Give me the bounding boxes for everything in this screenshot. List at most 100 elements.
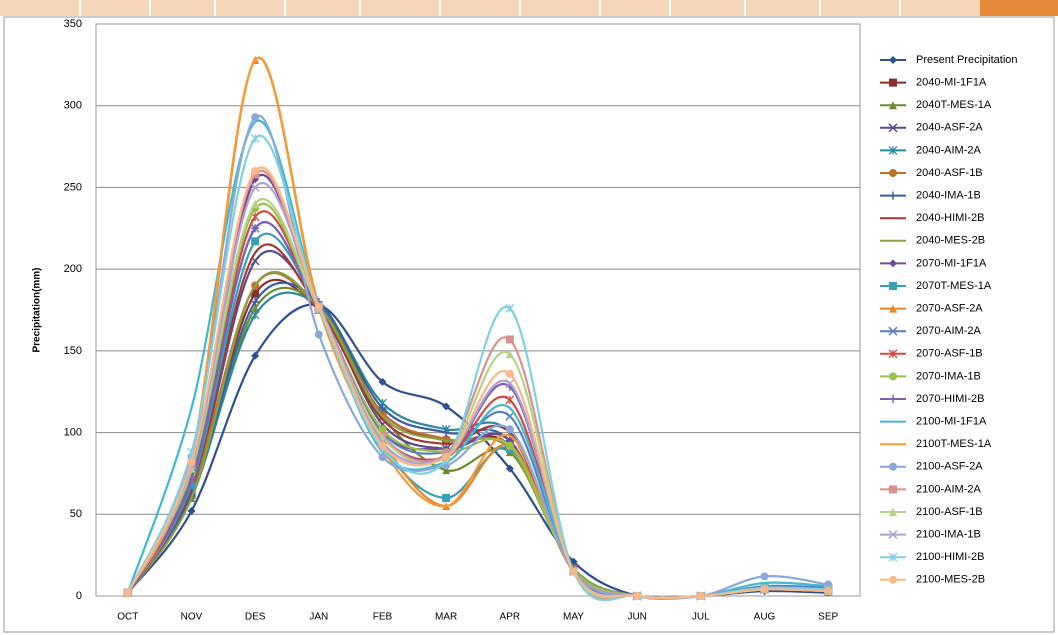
marker bbox=[888, 123, 898, 133]
marker bbox=[378, 441, 387, 450]
marker bbox=[505, 464, 514, 473]
marker bbox=[505, 303, 515, 313]
series bbox=[123, 301, 833, 600]
marker bbox=[505, 379, 515, 389]
marker bbox=[314, 330, 323, 339]
series-line bbox=[126, 169, 829, 600]
marker bbox=[889, 78, 897, 87]
x-tick-label: JUL bbox=[692, 612, 710, 623]
legend-label: 2070-MI-1F1A bbox=[916, 257, 987, 269]
legend-item: 2040-HIMI-2B bbox=[880, 212, 984, 224]
legend-item: 2070T-MES-1A bbox=[880, 280, 992, 292]
legend-label: Present Precipitation bbox=[916, 54, 1018, 66]
legend-item: 2040-IMA-1B bbox=[880, 190, 981, 202]
marker bbox=[250, 133, 260, 143]
legend-item: 2070-AIM-2A bbox=[880, 325, 981, 337]
marker bbox=[696, 592, 705, 600]
legend-item: 2100-ASF-1B bbox=[880, 506, 983, 518]
y-tick-label: 350 bbox=[64, 18, 82, 30]
marker bbox=[824, 587, 833, 596]
y-tick-label: 150 bbox=[64, 345, 82, 357]
legend-label: 2070-IMA-1B bbox=[916, 370, 981, 382]
x-tick-label: AUG bbox=[754, 612, 776, 623]
legend-label: 2070T-MES-1A bbox=[916, 280, 992, 292]
marker bbox=[251, 199, 260, 208]
legend-item: 2040-MI-1F1A bbox=[880, 77, 987, 89]
legend-item: 2100-ASF-2A bbox=[880, 461, 983, 473]
legend-item: 2070-ASF-1B bbox=[880, 348, 983, 360]
legend-item: 2100-MES-2B bbox=[880, 574, 985, 586]
marker bbox=[251, 237, 260, 246]
marker bbox=[442, 402, 451, 411]
legend-label: 2100-ASF-1B bbox=[916, 506, 983, 518]
marker bbox=[889, 304, 897, 313]
marker bbox=[889, 282, 897, 290]
marker bbox=[442, 466, 451, 475]
marker bbox=[889, 395, 897, 403]
legend-label: 2040-ASF-2A bbox=[916, 122, 983, 134]
legend-item: 2100-HIMI-2B bbox=[880, 551, 984, 563]
marker bbox=[378, 453, 387, 462]
legend-label: 2100-IMA-1B bbox=[916, 529, 981, 541]
marker bbox=[505, 441, 514, 450]
marker bbox=[888, 145, 898, 155]
legend-label: 2040-ASF-1B bbox=[916, 167, 983, 179]
marker bbox=[889, 372, 897, 381]
marker bbox=[889, 508, 897, 516]
legend-item: 2040T-MES-1A bbox=[880, 99, 992, 111]
marker bbox=[505, 350, 514, 359]
legend-item: 2070-ASF-2A bbox=[880, 303, 983, 315]
y-tick-label: 300 bbox=[64, 100, 82, 112]
marker bbox=[378, 425, 387, 434]
marker bbox=[505, 335, 514, 344]
y-tick-label: 200 bbox=[64, 263, 82, 275]
legend-item: 2070-IMA-1B bbox=[880, 370, 981, 382]
legend-label: 2100-ASF-2A bbox=[916, 461, 983, 473]
marker bbox=[889, 101, 897, 110]
legend-label: 2040-MES-2B bbox=[916, 235, 985, 247]
marker bbox=[251, 351, 260, 360]
marker bbox=[888, 530, 898, 540]
marker bbox=[889, 462, 897, 471]
marker bbox=[505, 395, 515, 405]
legend-item: 2100T-MES-1A bbox=[880, 438, 992, 450]
marker bbox=[442, 493, 451, 502]
marker bbox=[888, 552, 898, 562]
legend-item: 2040-AIM-2A bbox=[880, 144, 981, 156]
marker bbox=[888, 326, 898, 336]
legend-label: 2040-IMA-1B bbox=[916, 190, 981, 202]
marker bbox=[889, 575, 897, 584]
series-line bbox=[126, 291, 829, 600]
marker bbox=[123, 588, 132, 597]
marker bbox=[889, 169, 897, 177]
legend-item: 2040-ASF-1B bbox=[880, 167, 983, 179]
x-tick-label: FEB bbox=[373, 612, 393, 623]
legend-label: 2040-AIM-2A bbox=[916, 144, 981, 156]
x-tick-label: OCT bbox=[117, 612, 138, 623]
legend-item: 2040-ASF-2A bbox=[880, 122, 983, 134]
marker bbox=[569, 567, 578, 576]
legend-label: 2040T-MES-1A bbox=[916, 99, 992, 111]
marker bbox=[187, 457, 196, 466]
marker bbox=[889, 191, 897, 200]
marker bbox=[889, 56, 897, 64]
marker bbox=[760, 572, 769, 581]
marker bbox=[314, 302, 323, 311]
marker bbox=[378, 377, 387, 386]
x-tick-label: APR bbox=[500, 612, 521, 623]
legend-label: 2070-ASF-1B bbox=[916, 348, 983, 360]
series bbox=[123, 166, 833, 600]
legend-item: 2070-HIMI-2B bbox=[880, 393, 984, 405]
marker bbox=[888, 349, 898, 359]
y-axis-label: Precipitation(mm) bbox=[32, 267, 43, 352]
chart-frame bbox=[3, 16, 1055, 633]
marker bbox=[251, 167, 260, 176]
x-tick-label: JUN bbox=[627, 612, 646, 623]
marker bbox=[633, 592, 642, 600]
legend-item: 2100-IMA-1B bbox=[880, 529, 981, 541]
legend-label: 2100-MI-1F1A bbox=[916, 416, 987, 428]
legend-label: 2070-ASF-2A bbox=[916, 303, 983, 315]
y-tick-label: 100 bbox=[64, 426, 82, 438]
marker bbox=[442, 453, 451, 462]
